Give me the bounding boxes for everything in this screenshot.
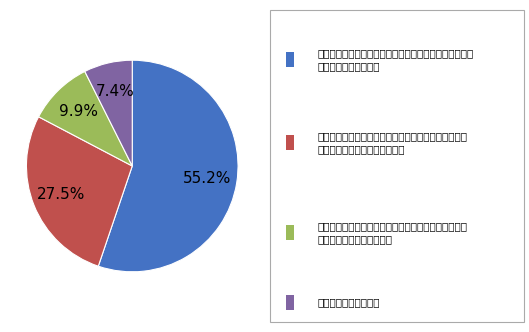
Bar <box>286 135 294 150</box>
Text: 27.5%: 27.5% <box>38 187 86 202</box>
Wedge shape <box>26 117 132 266</box>
Bar <box>286 295 294 309</box>
Text: 「アイコンバッジ型」のプッシュ通知は気になるが開
封したくなるとまではいかない: 「アイコンバッジ型」のプッシュ通知は気になるが開 封したくなるとまではいかない <box>317 131 468 154</box>
Wedge shape <box>85 60 132 166</box>
Text: 55.2%: 55.2% <box>183 171 232 186</box>
Text: 「アイコンバッジ型」のプッシュ通知は件数がたまり
すぎてもはや気にならない: 「アイコンバッジ型」のプッシュ通知は件数がたまり すぎてもはや気にならない <box>317 221 468 244</box>
Text: あてはまるものはない: あてはまるものはない <box>317 297 380 307</box>
Bar <box>286 52 294 67</box>
Text: 7.4%: 7.4% <box>95 84 134 99</box>
Text: 「アイコンバッジ型」のプッシュ通知を見るとゼロにし
たくて開封してしまう: 「アイコンバッジ型」のプッシュ通知を見るとゼロにし たくて開封してしまう <box>317 48 473 71</box>
FancyBboxPatch shape <box>270 10 524 322</box>
Wedge shape <box>98 60 238 272</box>
Text: 9.9%: 9.9% <box>59 104 98 119</box>
Wedge shape <box>39 71 132 166</box>
Bar <box>286 225 294 240</box>
